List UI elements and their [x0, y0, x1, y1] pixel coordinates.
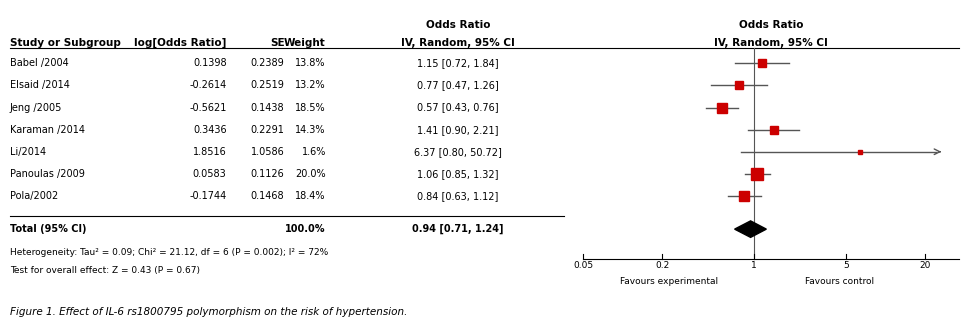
Text: log[Odds Ratio]: log[Odds Ratio] [134, 38, 227, 48]
Polygon shape [735, 221, 766, 237]
Text: 1.8516: 1.8516 [193, 147, 227, 157]
Text: Elsaid /2014: Elsaid /2014 [10, 81, 69, 90]
Text: Pola/2002: Pola/2002 [10, 191, 58, 201]
Text: 14.3%: 14.3% [295, 125, 326, 135]
Text: Total (95% CI): Total (95% CI) [10, 224, 86, 234]
Text: 0.1468: 0.1468 [251, 191, 284, 201]
Text: 0.3436: 0.3436 [193, 125, 227, 135]
Text: 0.57 [0.43, 0.76]: 0.57 [0.43, 0.76] [417, 103, 498, 113]
Text: 13.8%: 13.8% [295, 58, 326, 68]
Text: 6.37 [0.80, 50.72]: 6.37 [0.80, 50.72] [414, 147, 502, 157]
Text: Test for overall effect: Z = 0.43 (P = 0.67): Test for overall effect: Z = 0.43 (P = 0… [10, 266, 200, 275]
Text: 0.2519: 0.2519 [251, 81, 284, 90]
Text: IV, Random, 95% CI: IV, Random, 95% CI [401, 38, 515, 48]
Text: 1: 1 [751, 261, 757, 270]
Text: Favours experimental: Favours experimental [620, 277, 718, 286]
Text: 1.6%: 1.6% [302, 147, 326, 157]
Text: 1.0586: 1.0586 [251, 147, 284, 157]
Text: -0.2614: -0.2614 [189, 81, 227, 90]
Text: 1.41 [0.90, 2.21]: 1.41 [0.90, 2.21] [417, 125, 498, 135]
Text: 5: 5 [843, 261, 848, 270]
Text: Heterogeneity: Tau² = 0.09; Chi² = 21.12, df = 6 (P = 0.002); I² = 72%: Heterogeneity: Tau² = 0.09; Chi² = 21.12… [10, 248, 328, 257]
Text: 1.15 [0.72, 1.84]: 1.15 [0.72, 1.84] [417, 58, 498, 68]
Text: Favours control: Favours control [805, 277, 874, 286]
Text: 0.2: 0.2 [656, 261, 670, 270]
Text: 20: 20 [919, 261, 930, 270]
Text: 100.0%: 100.0% [285, 224, 326, 234]
Text: SE: SE [270, 38, 284, 48]
Text: IV, Random, 95% CI: IV, Random, 95% CI [714, 38, 828, 48]
Text: 0.1126: 0.1126 [251, 169, 284, 179]
Text: Karaman /2014: Karaman /2014 [10, 125, 85, 135]
Text: 0.77 [0.47, 1.26]: 0.77 [0.47, 1.26] [417, 81, 498, 90]
Text: Panoulas /2009: Panoulas /2009 [10, 169, 85, 179]
Text: 18.4%: 18.4% [295, 191, 326, 201]
Text: 18.5%: 18.5% [295, 103, 326, 113]
Text: 0.2389: 0.2389 [251, 58, 284, 68]
Text: -0.1744: -0.1744 [189, 191, 227, 201]
Text: Odds Ratio: Odds Ratio [739, 20, 803, 30]
Text: Odds Ratio: Odds Ratio [426, 20, 490, 30]
Text: 0.2291: 0.2291 [251, 125, 284, 135]
Text: Li/2014: Li/2014 [10, 147, 45, 157]
Text: -0.5621: -0.5621 [189, 103, 227, 113]
Text: 0.0583: 0.0583 [193, 169, 227, 179]
Text: 0.94 [0.71, 1.24]: 0.94 [0.71, 1.24] [413, 224, 503, 234]
Text: 13.2%: 13.2% [295, 81, 326, 90]
Text: 0.1438: 0.1438 [251, 103, 284, 113]
Text: Study or Subgroup: Study or Subgroup [10, 38, 120, 48]
Text: 1.06 [0.85, 1.32]: 1.06 [0.85, 1.32] [417, 169, 498, 179]
Text: 0.84 [0.63, 1.12]: 0.84 [0.63, 1.12] [417, 191, 498, 201]
Text: 20.0%: 20.0% [295, 169, 326, 179]
Text: Weight: Weight [284, 38, 326, 48]
Text: Jeng /2005: Jeng /2005 [10, 103, 62, 113]
Text: Babel /2004: Babel /2004 [10, 58, 68, 68]
Text: 0.05: 0.05 [574, 261, 594, 270]
Text: Figure 1. Effect of IL-6 rs1800795 polymorphism on the risk of hypertension.: Figure 1. Effect of IL-6 rs1800795 polym… [10, 307, 407, 317]
Text: 0.1398: 0.1398 [193, 58, 227, 68]
